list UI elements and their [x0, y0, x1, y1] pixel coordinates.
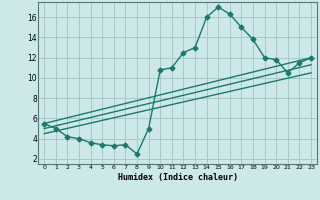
X-axis label: Humidex (Indice chaleur): Humidex (Indice chaleur): [118, 173, 238, 182]
